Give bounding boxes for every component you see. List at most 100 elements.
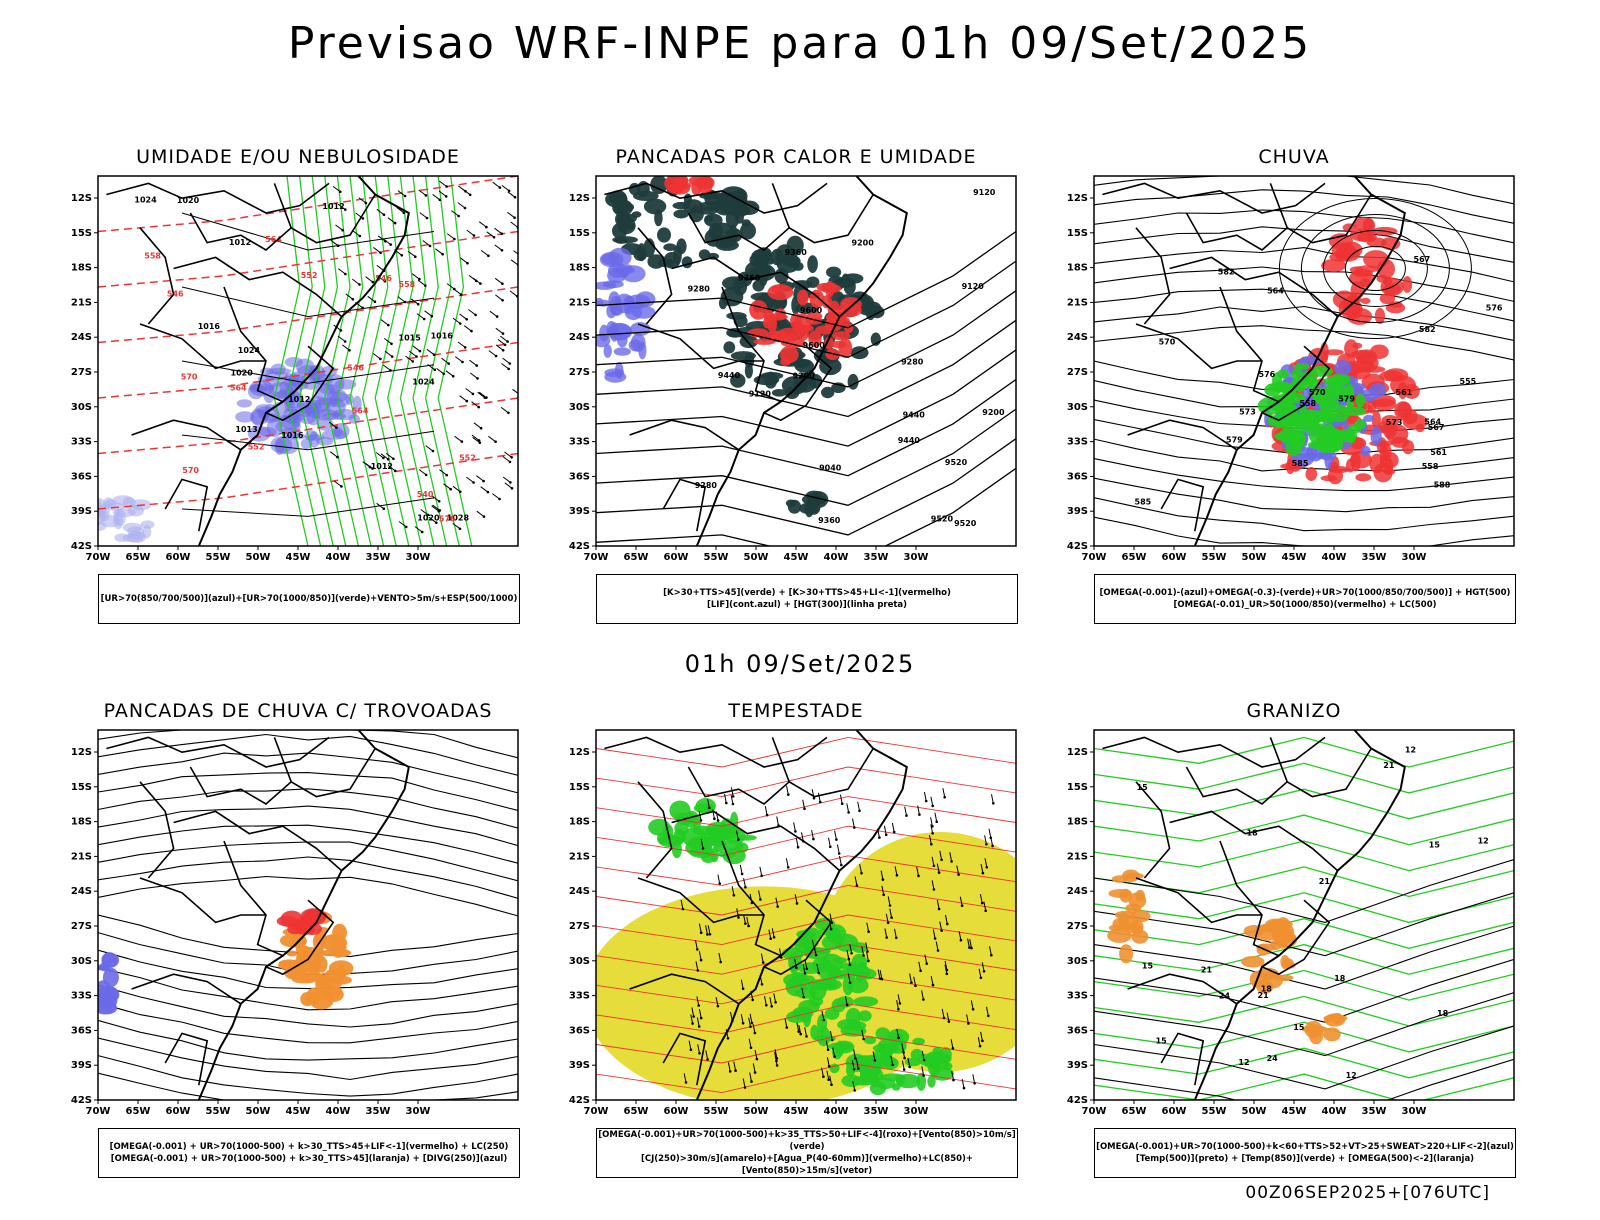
contour-label: 21	[1319, 877, 1331, 886]
wind-vector-head	[341, 229, 345, 232]
border-line	[164, 1032, 209, 1086]
mid-title: 01h 09/Set/2025	[684, 650, 916, 678]
border-line	[131, 419, 242, 451]
legend-line-1: [OMEGA(-0.001) + UR>70(1000-500) + k>30_…	[109, 1142, 509, 1152]
wind-vector-head	[959, 938, 963, 942]
wind-vector-head	[737, 916, 740, 919]
wind-vector-head	[947, 1020, 951, 1023]
wind-vector-head	[393, 469, 397, 473]
x-tick-label: 70W	[86, 552, 111, 563]
omega-orange-cell	[1256, 980, 1274, 994]
contour-label: 585	[1135, 497, 1152, 506]
wind-vector-head	[940, 858, 943, 862]
y-tick-label: 24S	[1067, 332, 1088, 343]
wind-vector-shaft	[754, 1050, 758, 1060]
wind-vector-shaft	[696, 996, 700, 1006]
x-tick-label: 70W	[584, 552, 609, 563]
wind-vector-head	[795, 966, 798, 970]
wind-vector-head	[890, 916, 893, 919]
rain-red-cell	[1377, 259, 1395, 279]
wind-vector-head	[880, 977, 884, 981]
x-tick-label: 45W	[286, 1106, 311, 1117]
wind-vector-shaft	[759, 866, 763, 876]
wind850-green-cell	[737, 834, 757, 841]
wind-vector-shaft	[497, 338, 506, 346]
wind-vector-shaft	[969, 939, 972, 949]
omega-orange	[1107, 869, 1151, 964]
rain-green-cell	[1346, 401, 1355, 409]
y-tick-label: 27S	[569, 367, 590, 378]
wind-vector-shaft	[345, 293, 354, 300]
x-tick-label: 40W	[326, 552, 351, 563]
wind850-green-cell	[824, 979, 837, 990]
wind850-green-cell	[846, 1021, 867, 1031]
kindex-teal-cell	[647, 254, 665, 269]
red-contour-label: 546	[167, 289, 184, 298]
wind-vector-head	[437, 509, 441, 513]
wind-vector-shaft	[367, 295, 376, 303]
wind-vector-shaft	[451, 210, 459, 217]
x-tick-label: 45W	[784, 1106, 809, 1117]
wind-vector-head	[447, 362, 451, 365]
humidity-blue-light	[98, 495, 155, 543]
wind-vector-shaft	[802, 964, 806, 974]
wind-vector-head	[426, 513, 430, 517]
border-line	[687, 212, 790, 251]
wind-vector-shaft	[382, 364, 391, 371]
y-tick-label: 30S	[1067, 402, 1088, 413]
wind-vector-head	[706, 933, 709, 936]
kindex-red	[664, 176, 715, 196]
wind-vector-head	[513, 195, 517, 199]
wind-vector-shaft	[397, 190, 406, 197]
kindex-teal-cell	[614, 237, 628, 244]
wind-vector-head	[902, 1051, 905, 1054]
wind-vector-head	[465, 399, 469, 403]
wind-vector-shaft	[961, 1079, 965, 1089]
wind-vector-shaft	[972, 1074, 976, 1084]
contour-label: 15	[1142, 961, 1154, 970]
wind-vector-head	[812, 796, 816, 800]
omega-orange-cell	[1304, 1020, 1323, 1039]
lc850-red	[596, 766, 1016, 798]
contour-label: 18	[1437, 1009, 1449, 1018]
border-line	[671, 256, 841, 318]
wind-vector-head	[420, 530, 424, 534]
wind-vector-shaft	[418, 189, 427, 196]
wind-vector-shaft	[431, 495, 440, 502]
temp500-black	[1094, 892, 1514, 957]
wind-vector-shaft	[405, 355, 414, 362]
wind-vector-shaft	[913, 976, 916, 986]
wind-vector-head	[472, 481, 475, 484]
humidity-blue-cell	[352, 395, 362, 413]
wind-vector-shaft	[944, 960, 948, 971]
wind-vector-shaft	[414, 526, 423, 533]
kindex-teal-cell	[663, 252, 681, 269]
wind-vector-head	[895, 936, 898, 940]
y-tick-label: 21S	[71, 851, 92, 862]
wind-vector-head	[379, 251, 382, 255]
wind-vector-head	[487, 254, 490, 258]
wind-vector-head	[681, 907, 685, 911]
wind-vector-shaft	[328, 421, 337, 429]
streamline	[98, 1037, 518, 1081]
humidity-blue-cell	[306, 407, 320, 426]
wind-vector-shaft	[454, 356, 463, 363]
wind-vector-head	[393, 221, 397, 225]
contour-label: 1024	[134, 196, 157, 205]
wind-vector-head	[428, 244, 432, 248]
x-tick-label: 60W	[1162, 552, 1187, 563]
streamline	[98, 967, 518, 1011]
wind-vector-head	[878, 836, 881, 839]
hgt300-contour	[596, 260, 1016, 358]
temp850-green	[1094, 788, 1514, 820]
wind-vector-head	[970, 946, 973, 950]
x-tick-label: 40W	[326, 1106, 351, 1117]
omega-orange-cell	[1264, 918, 1288, 931]
kindex-teal-cell	[625, 223, 636, 230]
kindex-teal-cell	[764, 371, 778, 389]
wind-vector-shaft	[967, 938, 970, 948]
wind-vector-shaft	[879, 970, 883, 980]
wind-vector-head	[463, 206, 467, 210]
rain-green-cell	[1342, 406, 1367, 416]
wind-vector-head	[383, 280, 387, 283]
